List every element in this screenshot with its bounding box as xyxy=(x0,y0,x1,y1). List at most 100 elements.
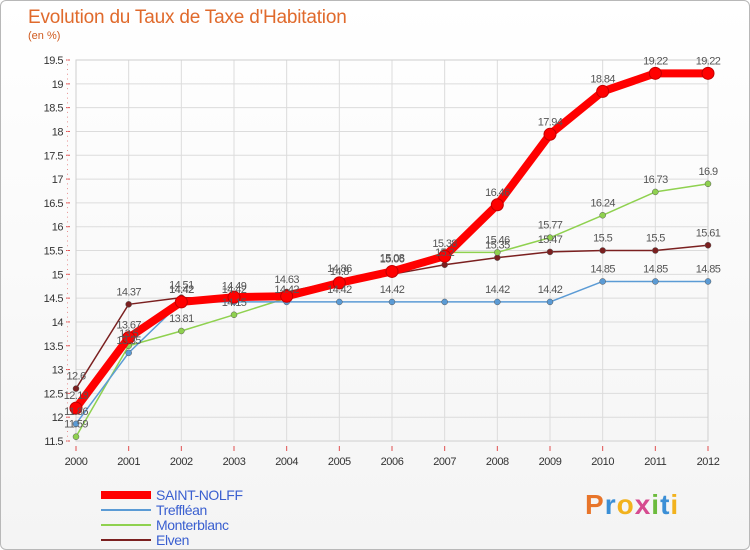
x-tick-label: 2010 xyxy=(591,456,614,468)
data-label: 14.42 xyxy=(169,284,194,296)
data-label: 15.5 xyxy=(593,233,612,245)
legend-label: Treffléan xyxy=(156,502,207,518)
y-tick-label: 18.5 xyxy=(44,103,64,115)
data-label: 13.5 xyxy=(119,328,138,340)
data-label: 11.86 xyxy=(64,406,88,418)
data-point xyxy=(72,385,80,392)
data-label: 14.51 xyxy=(169,280,194,292)
x-tick-label: 2009 xyxy=(539,456,562,468)
chart-subtitle: (en %) xyxy=(28,30,61,42)
data-point xyxy=(125,349,132,357)
data-point xyxy=(174,295,188,309)
x-tick-label: 2007 xyxy=(433,456,456,468)
data-point xyxy=(546,298,554,306)
x-tick-label: 2006 xyxy=(381,456,404,468)
data-label: 14.86 xyxy=(327,263,352,275)
data-point xyxy=(494,298,501,306)
legend-label: SAINT-NOLFF xyxy=(156,487,243,503)
data-label: 14.42 xyxy=(274,284,299,296)
x-tick-label: 2003 xyxy=(223,456,246,468)
data-point xyxy=(596,84,610,98)
data-label: 13.81 xyxy=(169,313,194,325)
data-point xyxy=(490,198,504,212)
data-label: 14.85 xyxy=(696,263,721,275)
legend-label: Elven xyxy=(156,532,189,548)
y-tick-label: 19 xyxy=(52,79,64,91)
x-tick-label: 2005 xyxy=(328,456,351,468)
data-label: 15.46 xyxy=(485,234,510,246)
x-tick-label: 2008 xyxy=(486,456,509,468)
y-tick-label: 15 xyxy=(52,269,64,281)
data-point xyxy=(178,327,185,335)
y-tick-label: 11.5 xyxy=(44,436,63,448)
data-label: 16.9 xyxy=(698,166,717,178)
data-point xyxy=(599,247,606,254)
data-point xyxy=(332,276,346,290)
y-tick-label: 14.5 xyxy=(44,293,64,305)
x-tick-label: 2001 xyxy=(117,456,140,468)
data-point xyxy=(546,234,554,241)
data-label: 14.42 xyxy=(485,284,510,296)
data-label: 13.35 xyxy=(116,335,141,347)
data-label: 14.8 xyxy=(330,266,349,278)
data-label: 14.42 xyxy=(538,284,563,296)
data-point xyxy=(494,249,501,256)
data-label: 15.61 xyxy=(696,227,721,239)
y-tick-label: 17 xyxy=(52,174,64,186)
data-label: 14.42 xyxy=(380,284,405,296)
data-point xyxy=(122,331,136,345)
data-label: 15.35 xyxy=(485,240,510,252)
data-label: 15.47 xyxy=(538,234,563,246)
data-label: 16.46 xyxy=(485,187,510,199)
data-point xyxy=(599,212,606,219)
data-point xyxy=(230,311,238,319)
data-label: 14.42 xyxy=(222,284,247,296)
data-label: 17.94 xyxy=(538,116,563,128)
data-label: 18.84 xyxy=(590,73,615,85)
data-label: 16.73 xyxy=(643,174,668,186)
y-tick-label: 18 xyxy=(52,126,64,138)
data-label: 14.42 xyxy=(327,284,352,296)
data-point xyxy=(72,433,80,440)
data-point xyxy=(336,298,343,306)
data-label: 11.59 xyxy=(64,419,88,431)
data-label: 15.38 xyxy=(432,238,457,250)
data-label: 15.08 xyxy=(380,253,405,265)
data-point xyxy=(652,188,659,196)
data-point xyxy=(69,401,83,415)
x-tick-label: 2004 xyxy=(275,456,298,468)
y-tick-label: 17.5 xyxy=(44,150,64,162)
data-point xyxy=(704,278,712,285)
proxiti-logo: Proxiti xyxy=(585,489,680,520)
data-point xyxy=(227,290,241,304)
data-label: 14.85 xyxy=(590,263,615,275)
y-tick-label: 13 xyxy=(52,365,64,377)
x-tick-label: 2000 xyxy=(65,456,88,468)
data-label: 19.22 xyxy=(696,55,721,67)
data-label: 14.85 xyxy=(643,263,668,275)
x-tick-label: 2011 xyxy=(644,456,666,468)
data-point xyxy=(704,180,712,188)
data-label: 14.15 xyxy=(222,297,247,309)
y-tick-label: 19.5 xyxy=(44,55,64,67)
data-point xyxy=(125,301,132,308)
data-label: 12.6 xyxy=(66,371,85,383)
data-point xyxy=(388,298,396,306)
data-label: 19.22 xyxy=(643,55,668,67)
data-label: 15.2 xyxy=(435,247,454,259)
data-point xyxy=(543,127,557,141)
data-point xyxy=(546,248,554,256)
x-tick-label: 2012 xyxy=(697,456,720,468)
data-label: 15.5 xyxy=(646,233,665,245)
y-tick-label: 16 xyxy=(52,222,64,234)
data-point xyxy=(648,66,662,80)
plot-area xyxy=(75,59,709,442)
data-point xyxy=(652,247,659,254)
chart-title: Evolution du Taux de Taxe d'Habitation xyxy=(28,7,347,28)
y-tick-label: 14 xyxy=(52,317,64,329)
y-tick-label: 12.5 xyxy=(44,388,64,400)
data-label: 14.37 xyxy=(116,286,141,298)
data-point xyxy=(72,420,80,428)
